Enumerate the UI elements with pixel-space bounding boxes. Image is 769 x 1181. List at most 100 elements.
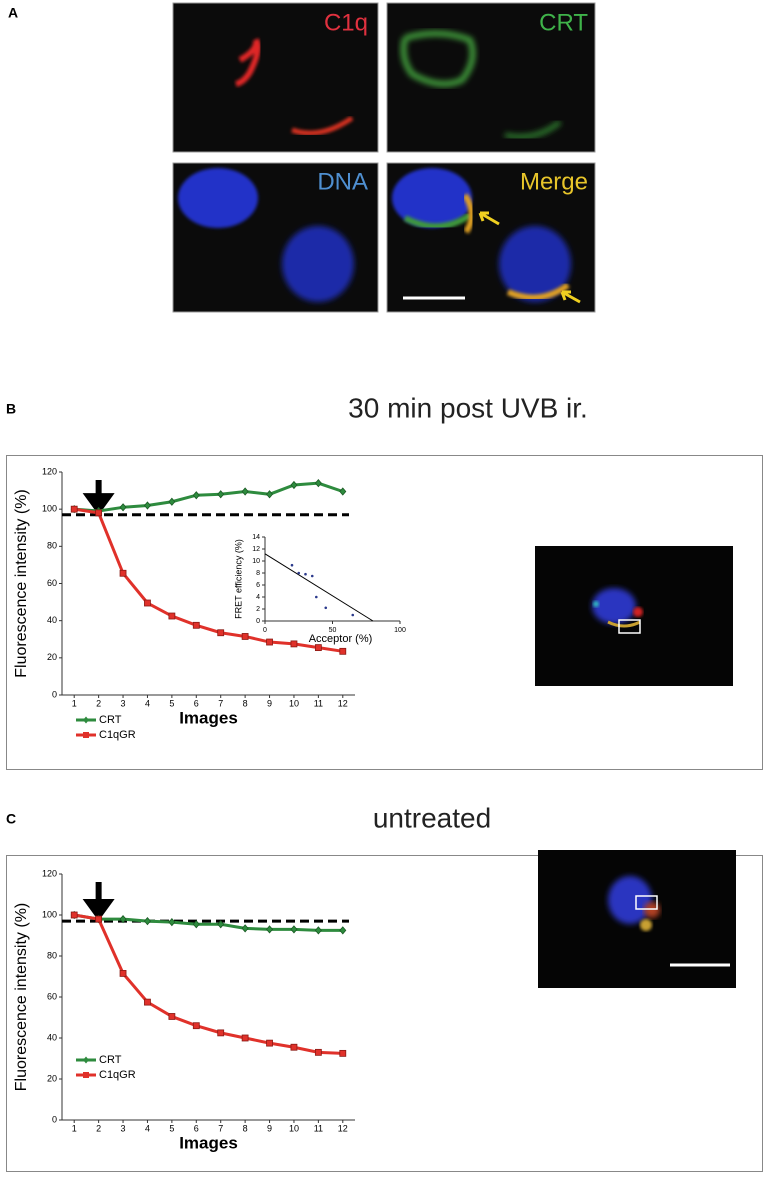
y-tick-label: 120 [42,868,57,878]
marker [119,569,127,577]
marker [95,915,103,923]
y-tick-label: 8 [256,570,260,577]
micrograph: CRT [386,2,596,153]
chart-title: untreated [373,802,491,833]
marker [168,497,176,506]
y-tick-label: 20 [47,1073,57,1083]
marker [217,1029,225,1037]
micrograph [538,850,736,988]
marker [290,640,298,648]
panel-frame [6,455,763,770]
marker [119,970,127,977]
legend-label: C1qGR [99,1069,136,1081]
y-tick-label: 0 [256,618,260,625]
x-tick-label: 7 [218,1123,223,1133]
y-tick-label: 2 [256,606,260,613]
marker [339,647,347,655]
y-tick-label: 60 [47,578,57,588]
micrograph-label: CRT [539,9,588,36]
point [297,571,301,575]
y-tick-label: 80 [47,950,57,960]
marker [266,490,274,499]
series-line [74,481,344,513]
y-tick-label: 40 [47,1032,57,1042]
legend-marker [83,716,89,724]
marker [339,926,347,935]
x-tick-label: 1 [72,698,77,708]
marker [192,920,200,929]
panel-label: A [8,5,18,21]
point [290,563,294,567]
y-tick-label: 60 [47,991,57,1001]
x-tick-label: 2 [96,698,101,708]
x-axis-label: Images [179,708,238,727]
x-tick-label: 11 [314,698,323,708]
x-axis-label: Images [179,1133,238,1152]
series-line [73,507,344,653]
panel-label: B [6,401,16,417]
marker [314,926,322,935]
marker [95,509,103,517]
y-tick-label: 40 [47,615,57,625]
y-tick-label: 4 [256,594,260,601]
point [310,574,314,578]
y-tick-label: 80 [47,541,57,551]
marker [339,487,347,496]
marker [266,1039,273,1047]
x-tick-label: 8 [243,698,248,708]
x-tick-label: 9 [267,1123,272,1133]
y-tick-label: 0 [52,689,57,699]
panel-frame [6,855,763,1172]
x-tick-label: 8 [243,1123,248,1133]
x-tick-label: 5 [169,698,174,708]
chart-title: 30 min post UVB ir. [348,392,588,423]
series-line [73,913,343,1055]
marker [217,629,225,637]
marker [168,1013,176,1020]
micrograph: DNA [172,162,379,313]
micrograph-label: DNA [317,168,368,195]
marker [266,925,274,934]
x-tick-label: 10 [289,1123,299,1133]
arrow [82,480,115,516]
x-tick-label: 6 [194,698,199,708]
marker [217,920,225,929]
y-tick-label: 14 [252,534,260,541]
x-tick-label: 1 [72,1123,77,1133]
legend-label: C1qGR [99,729,136,741]
micrograph [535,546,733,686]
arrow [82,882,115,921]
y-tick-label: 20 [47,652,57,662]
point [315,595,318,599]
marker [192,1022,200,1030]
marker [119,914,127,924]
series-line [73,913,343,932]
marker [119,503,127,512]
y-axis-label: FRET efficiency (%) [233,539,243,619]
marker [70,505,78,513]
marker [144,998,151,1006]
marker [241,924,249,933]
panel-label: C [6,811,16,827]
micrograph-label: C1q [324,9,368,36]
legend-marker [83,1056,89,1064]
x-tick-label: 50 [329,627,337,634]
x-axis-label: Acceptor (%) [309,633,373,645]
legend-marker [83,732,89,738]
marker [290,925,298,934]
legend-label: CRT [99,1054,122,1066]
point [351,613,355,617]
marker [241,487,249,496]
x-tick-label: 5 [169,1123,174,1133]
x-tick-label: 12 [338,698,348,708]
x-tick-label: 6 [194,1123,199,1133]
marker [314,479,322,488]
point [324,606,328,610]
legend-marker [83,1072,89,1078]
y-tick-label: 100 [42,909,57,919]
marker [339,1049,347,1057]
y-tick-label: 10 [252,558,260,565]
marker [266,638,273,646]
y-tick-label: 6 [256,582,260,589]
